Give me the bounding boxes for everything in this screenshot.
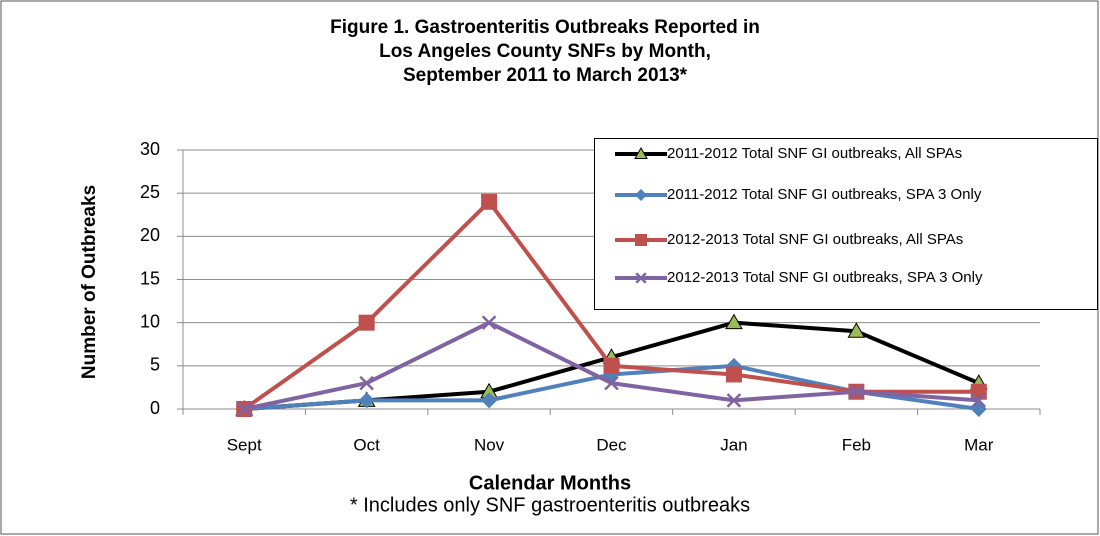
marker: [847, 322, 866, 338]
legend-swatch: [615, 234, 667, 246]
x-tick-label: Dec: [596, 435, 627, 454]
marker: [635, 272, 647, 284]
y-axis-label: Number of Outbreaks: [79, 185, 100, 379]
legend-swatch: [615, 189, 667, 201]
marker: [635, 234, 647, 246]
marker: [481, 193, 498, 210]
legend-entry: 2011-2012 Total SNF GI outbreaks, SPA 3 …: [595, 186, 1095, 204]
y-tick-label: 20: [140, 225, 160, 245]
legend-label: 2011-2012 Total SNF GI outbreaks, SPA 3 …: [667, 186, 982, 203]
legend-label: 2011-2012 Total SNF GI outbreaks, All SP…: [667, 145, 963, 162]
legend-entry: 2011-2012 Total SNF GI outbreaks, All SP…: [595, 145, 1095, 163]
legend-entry: 2012-2013 Total SNF GI outbreaks, All SP…: [595, 231, 1095, 249]
marker: [603, 357, 620, 374]
marker: [358, 392, 375, 409]
marker: [358, 314, 375, 331]
marker: [359, 375, 374, 391]
marker: [604, 375, 619, 391]
marker: [481, 392, 498, 409]
marker: [725, 366, 742, 383]
x-tick-label: Sept: [227, 435, 262, 454]
marker: [236, 401, 252, 417]
chart-title: Figure 1. Gastroenteritis Outbreaks Repo…: [330, 17, 760, 38]
legend-swatch: [615, 146, 667, 159]
legend-entry: 2012-2013 Total SNF GI outbreaks, SPA 3 …: [595, 269, 1095, 287]
x-axis-label: Calendar Months: [469, 472, 631, 494]
marker: [970, 383, 987, 400]
legend-label: 2012-2013 Total SNF GI outbreaks, All SP…: [667, 231, 964, 248]
x-tick-label: Jan: [720, 435, 747, 454]
marker: [481, 315, 497, 330]
y-tick-label: 10: [140, 311, 160, 331]
y-tick-label: 5: [150, 355, 160, 375]
y-tick-label: 30: [140, 139, 160, 159]
chart-title: Los Angeles County SNFs by Month,: [379, 41, 711, 62]
marker: [635, 189, 647, 201]
marker: [849, 384, 864, 400]
x-tick-label: Feb: [842, 435, 871, 454]
marker: [971, 393, 987, 408]
legend: 2011-2012 Total SNF GI outbreaks, All SP…: [594, 138, 1098, 310]
legend-swatch: [615, 272, 667, 284]
marker: [725, 313, 743, 330]
x-tick-label: Oct: [353, 435, 380, 454]
y-tick-label: 15: [140, 268, 160, 288]
y-tick-label: 0: [150, 398, 160, 418]
x-tick-label: Mar: [964, 435, 994, 454]
footnote: * Includes only SNF gastroenteritis outb…: [350, 494, 750, 516]
x-tick-label: Nov: [474, 435, 505, 454]
legend-label: 2012-2013 Total SNF GI outbreaks, SPA 3 …: [667, 269, 983, 286]
marker: [726, 393, 742, 408]
y-tick-label: 25: [140, 182, 160, 202]
chart-title: September 2011 to March 2013*: [403, 65, 688, 86]
marker: [634, 146, 648, 159]
